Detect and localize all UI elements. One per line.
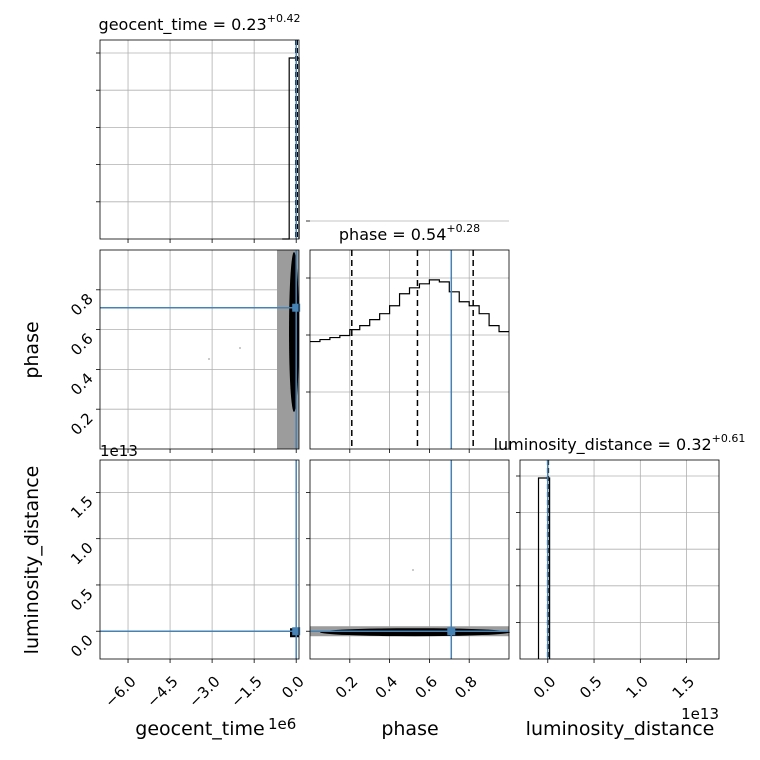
y-tick-label: 0.2 [67, 409, 97, 439]
x-tick-label: 0.4 [372, 672, 402, 702]
phase-title: phase = 0.54+0.28 [339, 222, 480, 244]
y-tick-label: 1.0 [67, 539, 97, 569]
x-tick-label: 0.0 [278, 672, 308, 702]
title-plus: +0.61 [712, 432, 746, 445]
title-equals: = [652, 435, 676, 454]
y-tick-label: 0.0 [67, 631, 97, 661]
geocent-time-grid [100, 40, 299, 239]
x-tick-label: 0.5 [576, 672, 606, 702]
title-plus: +0.28 [446, 222, 480, 235]
y-axis-label: luminosity_distance [21, 466, 43, 655]
title-median: 0.54 [411, 225, 447, 244]
geocent-distance-grid [100, 460, 299, 659]
title-parameter: phase [339, 225, 387, 244]
y-tick-label: 0.5 [67, 585, 97, 615]
y-tick-label: 1.5 [67, 492, 97, 522]
x-offset-text: 1e6 [268, 715, 296, 733]
x-tick-label: −6.0 [101, 672, 139, 710]
y-tick-label: 0.4 [67, 369, 97, 399]
x-tick-label: 0.2 [332, 672, 362, 702]
x-tick-label: 0.8 [451, 672, 481, 702]
phase-histogram [310, 279, 509, 343]
geocent-phase-grid [100, 250, 299, 449]
sample-point [239, 347, 241, 349]
luminosity-distance-hist-grid [520, 460, 719, 659]
title-median: 0.32 [676, 435, 712, 454]
title-equals: = [208, 15, 232, 34]
y-offset-text: 1e13 [100, 442, 138, 460]
x-tick-label: 1.0 [622, 672, 652, 702]
y-axis-label: phase [21, 321, 43, 378]
x-axis-label: phase [381, 718, 438, 740]
density-contour [320, 628, 510, 637]
truth-marker [292, 627, 301, 636]
title-parameter: geocent_time [99, 15, 208, 35]
luminosity-distance-hist-frame [519, 459, 720, 660]
geocent-time-title: geocent_time = 0.23+0.42 [99, 12, 301, 35]
phase-distance-frame [309, 459, 510, 660]
title-plus: +0.42 [267, 12, 301, 25]
x-tick-label: 1.5 [669, 672, 699, 702]
x-tick-label: 0.0 [530, 672, 560, 702]
x-axis-label: luminosity_distance [526, 718, 715, 740]
geocent-phase-frame [99, 249, 300, 450]
phase-hist-frame [309, 249, 510, 450]
luminosity-distance-title: luminosity_distance = 0.32+0.61 [494, 432, 746, 455]
truth-marker [292, 303, 301, 312]
geocent-time-hist-frame [99, 39, 300, 240]
y-tick-label: 0.6 [67, 330, 97, 360]
sample-point [412, 569, 414, 571]
title-parameter: luminosity_distance [494, 435, 653, 455]
density-contour [289, 252, 299, 412]
x-tick-label: −4.5 [143, 672, 181, 710]
title-median: 0.23 [231, 15, 267, 34]
y-tick-label: 0.8 [67, 290, 97, 320]
x-tick-label: 0.6 [411, 672, 441, 702]
x-offset-text: 1e13 [681, 705, 719, 723]
x-axis-label: geocent_time [135, 718, 264, 740]
sample-point [208, 358, 210, 360]
truth-marker [447, 627, 456, 636]
geocent-distance-frame [99, 459, 300, 660]
title-equals: = [387, 225, 411, 244]
x-tick-label: −1.5 [227, 672, 265, 710]
x-tick-label: −3.0 [185, 672, 223, 710]
